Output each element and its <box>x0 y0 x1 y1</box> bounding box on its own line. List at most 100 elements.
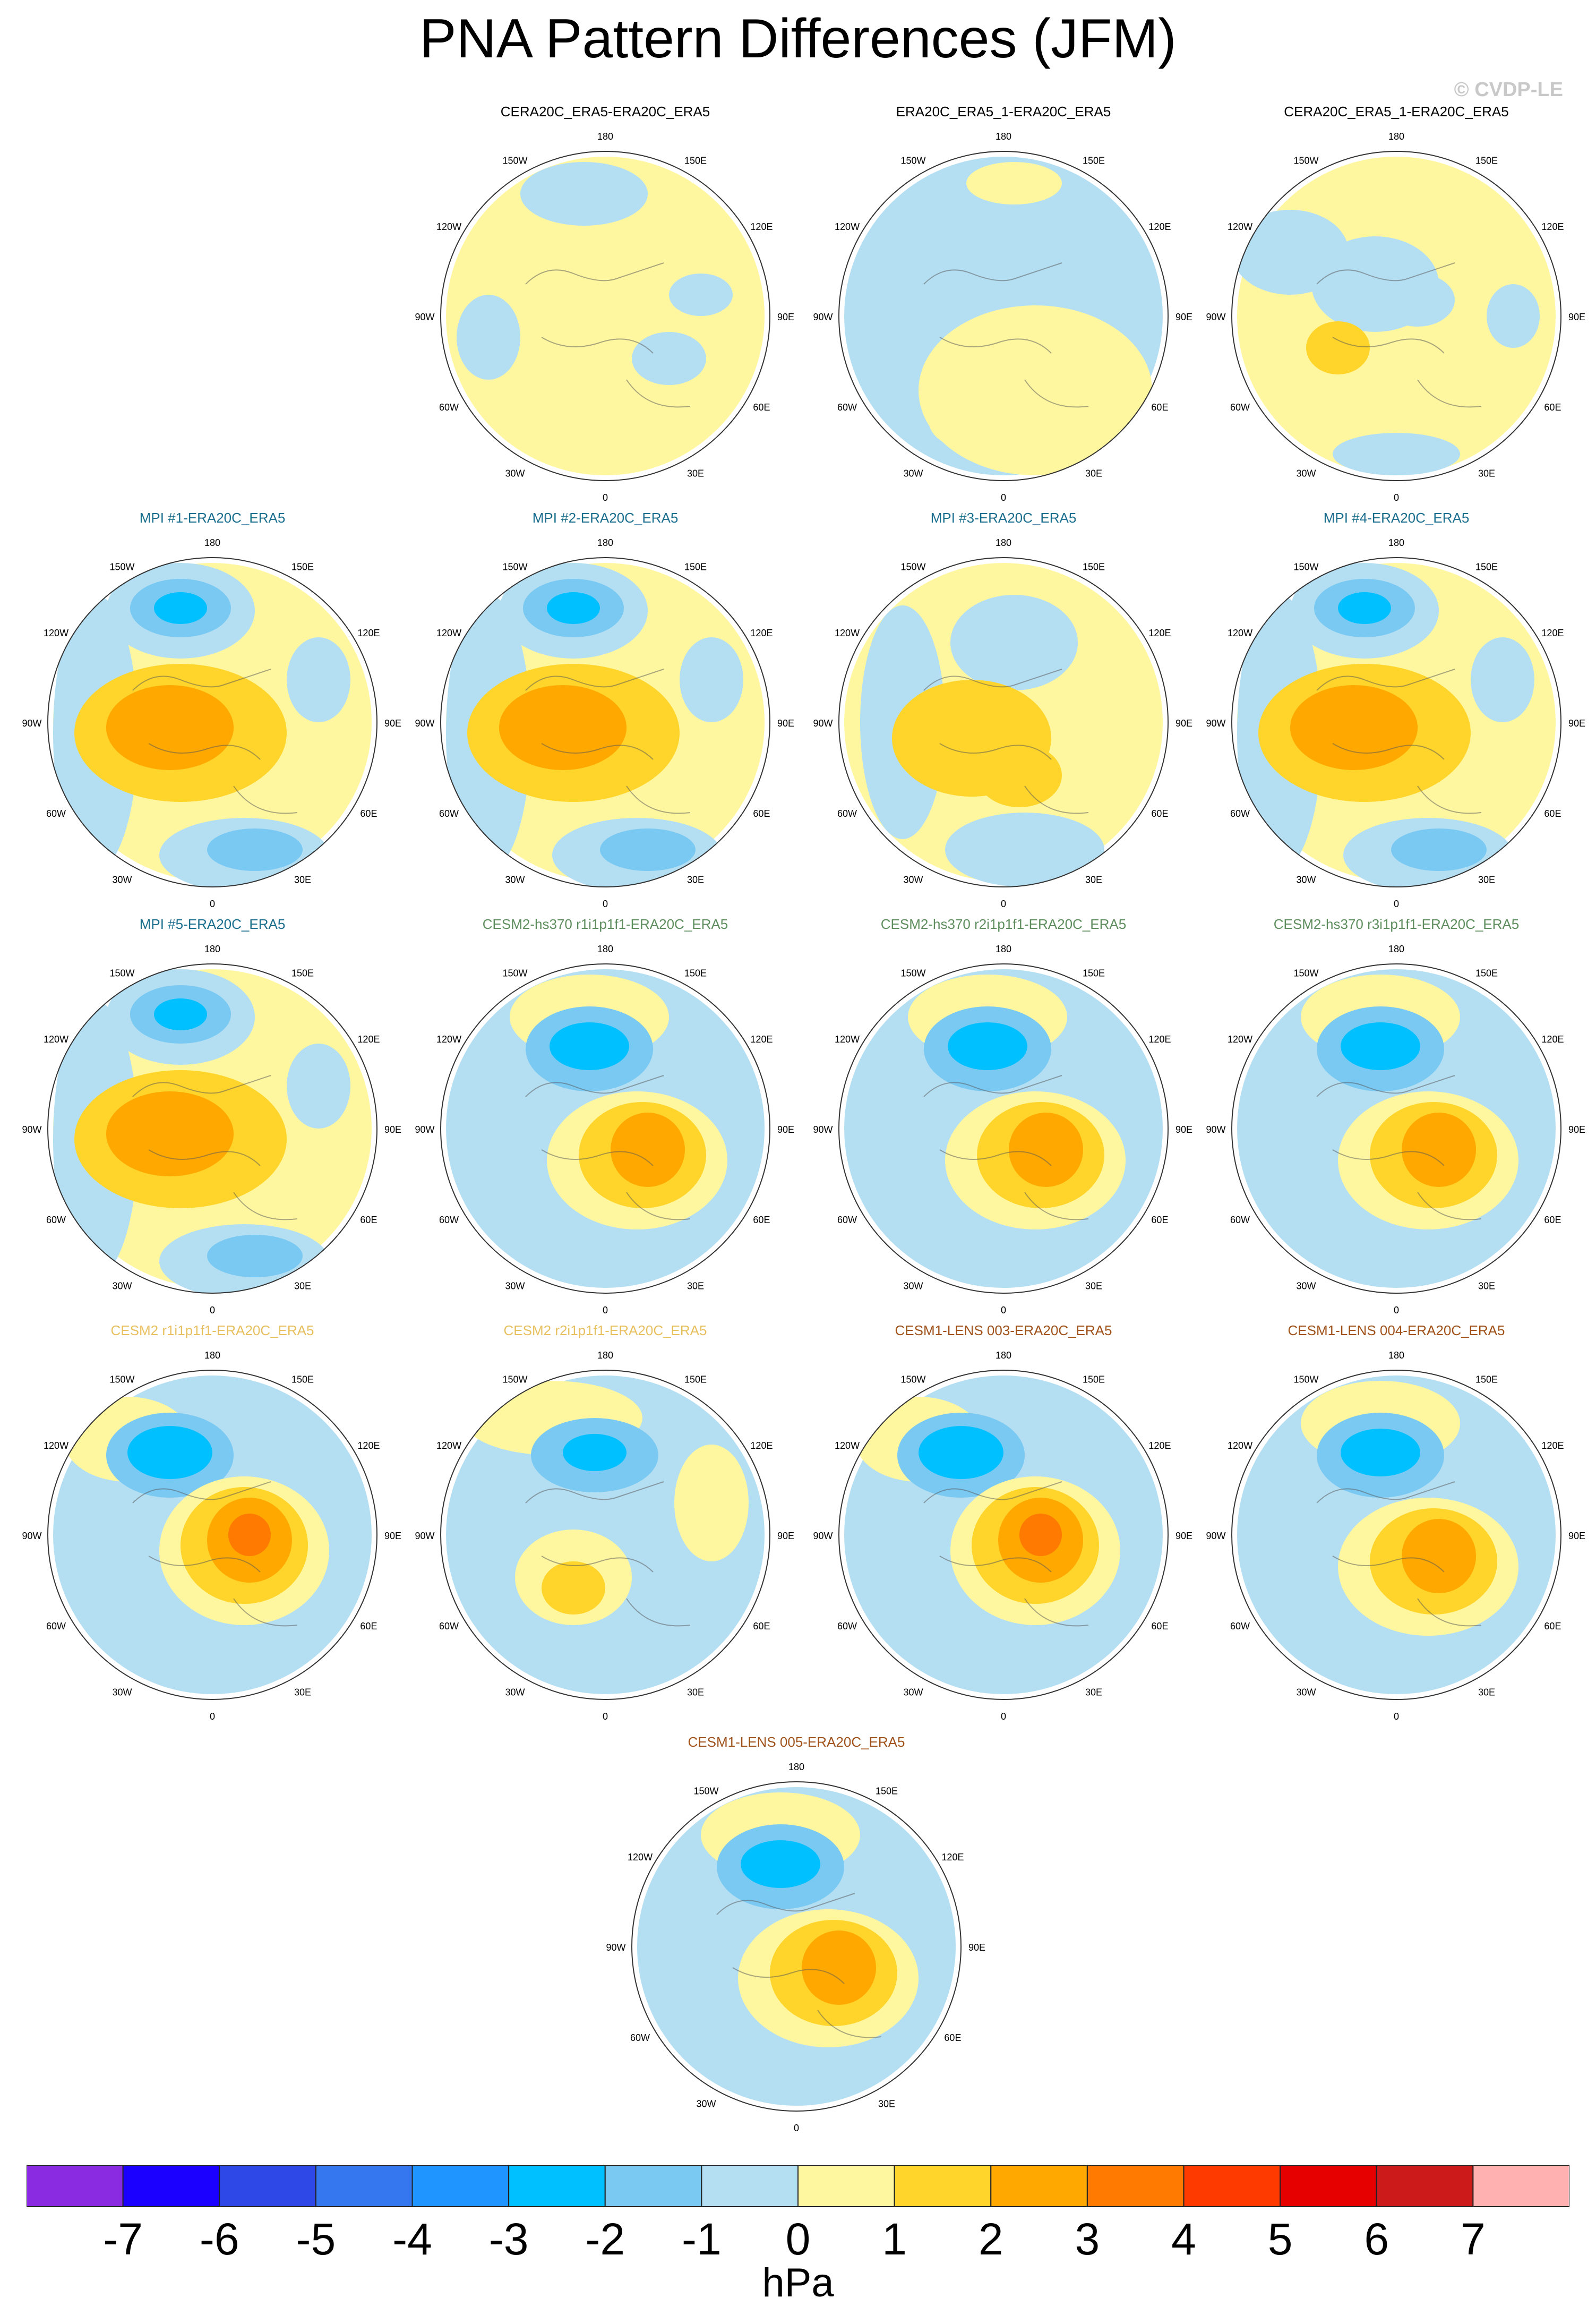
colorbar-tick-label: 0 <box>785 2214 811 2264</box>
longitude-label: 150W <box>693 1786 718 1797</box>
longitude-label: 60E <box>753 808 770 819</box>
longitude-label: 150E <box>291 562 314 573</box>
contour-region <box>1009 1113 1083 1187</box>
longitude-label: 90E <box>384 1124 401 1135</box>
map-panel: CESM2 r1i1p1f1-ERA20C_ERA5 180 150E 120E 90E… <box>13 1322 411 1726</box>
longitude-label: 30E <box>1085 1280 1102 1291</box>
longitude-label: 30E <box>687 874 704 885</box>
map-panel: CESM2-hs370 r2i1p1f1-ERA20C_ERA5 180 150E 1… <box>804 916 1203 1320</box>
map-panel: CERA20C_ERA5-ERA20C_ERA5 180 150E 120E 90E 60… <box>406 104 804 507</box>
longitude-label: 180 <box>996 1350 1011 1361</box>
map-panel: MPI #4-ERA20C_ERA5 180 150E 120E 90E 60E 30E 0 3… <box>1197 510 1595 913</box>
contour-region <box>966 162 1062 204</box>
colorbar-tick-label: -1 <box>682 2214 722 2264</box>
longitude-label: 60E <box>360 808 377 819</box>
longitude-label: 180 <box>597 537 613 548</box>
longitude-label: 30W <box>1296 1687 1316 1697</box>
contour-region <box>547 592 600 624</box>
contour-region <box>1290 685 1418 770</box>
contour-region <box>1341 1022 1420 1070</box>
longitude-label: 90E <box>1568 312 1585 322</box>
longitude-label: 150W <box>1293 562 1318 573</box>
map-panel: MPI #2-ERA20C_ERA5 180 150E 120E 90E 60E 30E 0 3… <box>406 510 804 913</box>
map-panel: CESM2 r2i1p1f1-ERA20C_ERA5 180 150E 120E 90E… <box>406 1322 804 1726</box>
longitude-label: 120W <box>835 1034 860 1045</box>
contour-region <box>106 1091 234 1176</box>
longitude-label: 90W <box>415 718 434 729</box>
longitude-label: 60W <box>1230 1621 1250 1631</box>
longitude-label: 30W <box>505 874 525 885</box>
contour-region <box>950 595 1078 690</box>
longitude-label: 90W <box>22 718 41 729</box>
longitude-label: 90W <box>1206 312 1225 322</box>
longitude-label: 150W <box>502 156 527 166</box>
longitude-label: 180 <box>204 944 220 954</box>
coastline <box>1316 669 1482 814</box>
colorbar-swatch <box>219 2165 316 2207</box>
longitude-label: 30E <box>687 468 704 479</box>
longitude-label: 60W <box>439 808 459 819</box>
longitude-label: 90W <box>415 1124 434 1135</box>
contour-region <box>520 162 648 226</box>
contour-region <box>1487 284 1540 348</box>
longitude-label: 60W <box>46 1621 66 1631</box>
map-border <box>440 151 770 481</box>
panel-title: CESM2-hs370 r3i1p1f1-ERA20C_ERA5 <box>1273 916 1520 932</box>
map-panel: CERA20C_ERA5_1-ERA20C_ERA5 180 150E 120E 90E… <box>1197 104 1595 507</box>
longitude-label: 90E <box>384 1531 401 1541</box>
contour-region <box>674 1445 749 1561</box>
polar-map: 180 150E 120E 90E 60E 30E 0 30W 60W 90W 120W 150W <box>415 1350 794 1722</box>
colorbar-swatch <box>604 2165 702 2207</box>
contour-region <box>127 1426 212 1479</box>
colorbar-tick-label: 2 <box>978 2214 1003 2264</box>
longitude-label: 60W <box>439 1215 459 1225</box>
map-border <box>1231 963 1561 1294</box>
map-panel: MPI #1-ERA20C_ERA5 180 150E 120E 90E 60E 30E 0 3… <box>13 510 411 913</box>
longitude-label: 60E <box>1151 1215 1168 1225</box>
longitude-label: 120W <box>1228 1034 1252 1045</box>
longitude-label: 60W <box>46 1215 66 1225</box>
contour-region <box>1306 321 1370 374</box>
contour-region <box>741 1840 820 1888</box>
map-panel: MPI #5-ERA20C_ERA5 180 150E 120E 90E 60E 30E 0 3… <box>13 916 411 1320</box>
map-border <box>1231 151 1561 481</box>
map-border <box>838 963 1169 1294</box>
colorbar-tick-label: 1 <box>882 2214 907 2264</box>
longitude-label: 60E <box>1544 1215 1561 1225</box>
units-label: hPa <box>762 2260 834 2305</box>
colorbar-swatch <box>990 2165 1088 2207</box>
contour-region <box>1402 1519 1476 1593</box>
map-border <box>1231 1370 1561 1700</box>
contour-region <box>446 157 765 475</box>
polar-map: 180 150E 120E 90E 60E 30E 0 30W 60W 90W 120W 150W <box>415 131 794 503</box>
colorbar-swatch <box>26 2165 124 2207</box>
coastline <box>525 262 691 408</box>
map-panel: MPI #3-ERA20C_ERA5 180 150E 120E 90E 60E 30E 0 3… <box>804 510 1203 913</box>
longitude-label: 60W <box>1230 808 1250 819</box>
longitude-label: 150E <box>1083 156 1105 166</box>
colorbar-tick-label: 4 <box>1171 2214 1196 2264</box>
longitude-label: 150W <box>900 156 925 166</box>
longitude-label: 90W <box>813 1531 833 1541</box>
longitude-label: 30W <box>696 2098 716 2109</box>
map-border <box>440 1370 770 1700</box>
longitude-label: 150W <box>900 968 925 979</box>
map-panel: CESM1-LENS 005-ERA20C_ERA5 180 150E 120E 90E… <box>597 1734 996 2138</box>
contour-region <box>457 295 520 380</box>
longitude-label: 120E <box>750 1440 773 1451</box>
polar-map: 180 150E 120E 90E 60E 30E 0 30W 60W 90W 120W 150W <box>1206 537 1585 909</box>
longitude-label: 30E <box>687 1687 704 1697</box>
longitude-label: 60W <box>837 402 857 413</box>
longitude-label: 60E <box>1151 1621 1168 1631</box>
longitude-label: 120W <box>835 628 860 638</box>
coastline <box>923 669 1089 814</box>
polar-map: 180 150E 120E 90E 60E 30E 0 30W 60W 90W 120W 150W <box>813 944 1192 1315</box>
contour-region <box>499 685 627 770</box>
map-border <box>1231 557 1561 887</box>
contour-region <box>919 1426 1003 1479</box>
longitude-label: 120E <box>941 1852 964 1863</box>
coastline <box>923 1481 1089 1627</box>
contour-region <box>1391 828 1487 871</box>
longitude-label: 90W <box>606 1942 625 1953</box>
longitude-label: 120W <box>1228 221 1252 232</box>
